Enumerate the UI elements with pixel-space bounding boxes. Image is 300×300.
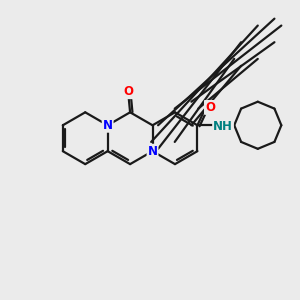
Text: O: O: [205, 101, 215, 114]
Text: N: N: [148, 145, 158, 158]
Text: O: O: [124, 85, 134, 98]
Text: N: N: [103, 119, 113, 132]
Text: NH: NH: [213, 120, 233, 133]
